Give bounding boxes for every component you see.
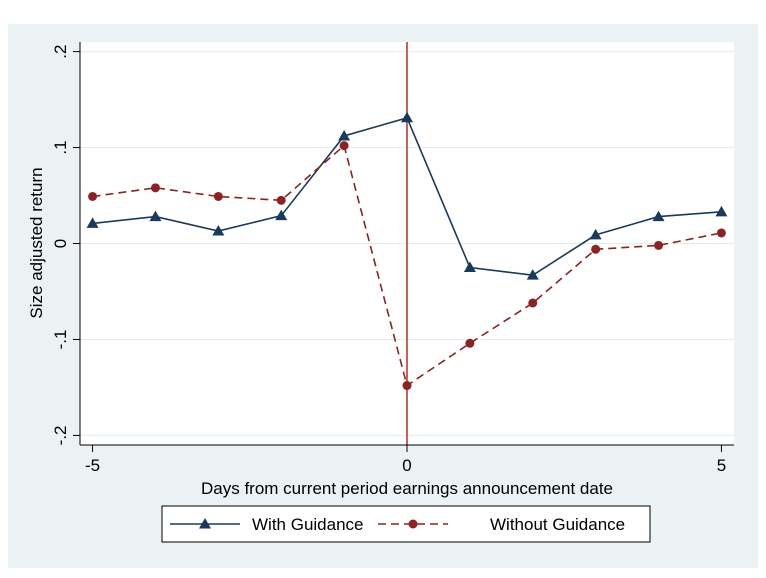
- data-point: [654, 240, 664, 250]
- data-point: [88, 191, 98, 201]
- series-group: [86, 111, 728, 391]
- data-point: [150, 183, 160, 193]
- data-point: [149, 210, 162, 222]
- legend-marker: [408, 519, 418, 529]
- data-point: [528, 298, 538, 308]
- data-point: [463, 261, 476, 272]
- data-point: [212, 225, 225, 236]
- data-point: [401, 111, 413, 123]
- legend-label: Without Guidance: [490, 515, 625, 534]
- data-point: [526, 269, 539, 280]
- legend-marker: [199, 518, 211, 529]
- data-point: [715, 205, 728, 217]
- y-tick-label: .2: [51, 45, 70, 59]
- y-tick-label: -.1: [51, 330, 70, 350]
- data-point: [276, 195, 286, 205]
- x-tick-label: 0: [402, 456, 411, 475]
- data-point: [213, 191, 223, 201]
- x-axis-title: Days from current period earnings announ…: [201, 479, 613, 498]
- data-point: [465, 338, 475, 348]
- data-point: [589, 228, 602, 240]
- y-axis-title: Size adjusted return: [27, 167, 46, 318]
- x-tick-label: 5: [717, 456, 726, 475]
- y-tick-label: .1: [51, 140, 70, 154]
- data-point: [339, 141, 349, 151]
- data-point: [86, 217, 99, 228]
- series-with-guidance: [86, 111, 728, 280]
- series-without-guidance: [88, 141, 726, 391]
- y-tick-label: -.2: [51, 425, 70, 445]
- legend: With Guidance Without Guidance: [161, 505, 651, 543]
- x-tick-label: -5: [85, 456, 100, 475]
- data-point: [716, 228, 726, 238]
- legend-items: With Guidance Without Guidance: [170, 515, 625, 534]
- axes: -.2 -.1 0 .1 .2 -5 0 5: [51, 42, 734, 475]
- data-point: [652, 210, 665, 222]
- y-tick-label: 0: [51, 239, 70, 248]
- data-point: [338, 130, 351, 141]
- legend-label: With Guidance: [252, 515, 364, 534]
- data-point: [275, 209, 288, 221]
- data-point: [591, 244, 601, 254]
- data-point: [402, 381, 412, 391]
